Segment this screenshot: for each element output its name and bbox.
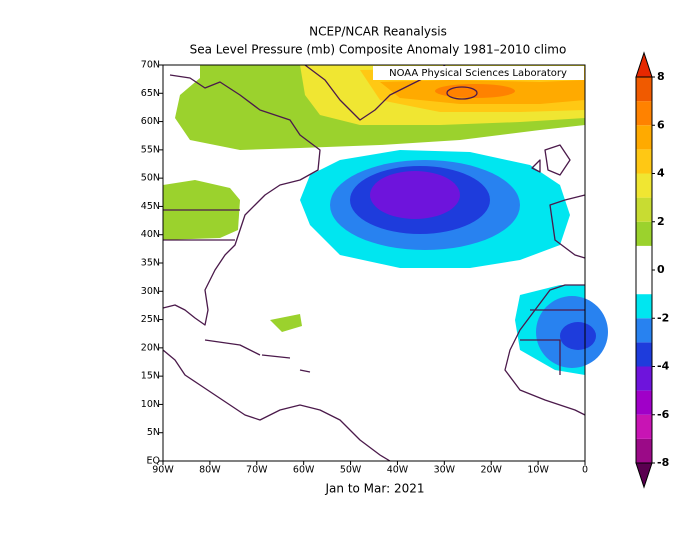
y-tick-label: 5N — [147, 427, 160, 438]
x-tick-label: 50W — [340, 465, 362, 476]
x-tick-label: 80W — [199, 465, 221, 476]
x-tick-label: 0 — [582, 465, 588, 476]
colorbar-tick-label: -8 — [657, 456, 669, 469]
y-tick-label: 20N — [141, 342, 160, 353]
border — [163, 209, 585, 375]
colorbar-band — [636, 414, 652, 439]
y-tick-label: 15N — [141, 371, 160, 382]
colorbar-band — [636, 270, 652, 295]
colorbar-tick-label: -4 — [657, 360, 670, 373]
y-tick-label: 25N — [141, 314, 160, 325]
colorbar-band — [636, 342, 652, 367]
colorbar-tick-label: 4 — [657, 167, 665, 180]
colorbar-band — [636, 318, 652, 343]
colorbar-triangle — [635, 51, 653, 78]
map: NOAA Physical Sciences Laboratory — [162, 64, 608, 462]
y-tick-label: 70N — [141, 60, 160, 71]
x-tick-label: 30W — [434, 465, 456, 476]
coastline — [162, 349, 391, 462]
coastline — [549, 194, 586, 259]
colorbar-tick-label: -2 — [657, 311, 669, 324]
colorbar-band — [636, 366, 652, 391]
title: NCEP/NCAR Reanalysis — [309, 25, 447, 39]
credit-box — [373, 66, 584, 80]
y-tick-label: 55N — [141, 144, 160, 155]
coastline — [162, 74, 321, 326]
y-tick-label: 35N — [141, 258, 160, 269]
colorbar-band — [636, 221, 652, 246]
colorbar-triangle — [635, 462, 653, 489]
contour-fill — [270, 314, 302, 332]
x-tick-label: 90W — [152, 465, 174, 476]
colorbar-band — [636, 294, 652, 319]
coastline — [204, 339, 311, 373]
y-tick-label: 60N — [141, 116, 160, 127]
x-tick-label: 70W — [246, 465, 268, 476]
y-tick-label: EQ — [147, 456, 160, 467]
y-tick-label: 50N — [141, 173, 160, 184]
footer: Jan to Mar: 2021 — [325, 482, 425, 496]
colorbar-band — [636, 438, 652, 463]
colorbar-band — [636, 390, 652, 415]
colorbar-band — [636, 77, 652, 102]
y-tick-label: 40N — [141, 229, 160, 240]
colorbar-tick-label: 8 — [657, 70, 665, 83]
coastline — [504, 284, 586, 416]
contour-fill — [370, 171, 460, 219]
colorbar-band — [636, 149, 652, 174]
x-tick-label: 40W — [387, 465, 409, 476]
colorbar-band — [636, 245, 652, 270]
colorbar-tick-label: -6 — [657, 408, 670, 421]
x-tick-label: 10W — [527, 465, 549, 476]
coastline — [446, 86, 478, 100]
colorbar-tick-label: 2 — [657, 215, 665, 228]
credit: NOAA Physical Sciences Laboratory — [389, 68, 567, 79]
y-tick-label: 30N — [141, 286, 160, 297]
colorbar-tick-label: 0 — [657, 263, 665, 276]
subtitle: Sea Level Pressure (mb) Composite Anomal… — [190, 43, 567, 57]
colorbar-band — [636, 173, 652, 198]
coastline — [531, 144, 571, 176]
colorbar-tick-label: 6 — [657, 118, 665, 131]
y-tick-label: 45N — [141, 201, 160, 212]
colorbar-band — [636, 125, 652, 150]
contour-fill — [560, 322, 596, 350]
x-tick-label: 60W — [293, 465, 315, 476]
colorbar-band — [636, 101, 652, 126]
colorbar-band — [636, 197, 652, 222]
y-tick-label: 10N — [141, 399, 160, 410]
x-tick-label: 20W — [480, 465, 502, 476]
y-tick-label: 65N — [141, 88, 160, 99]
